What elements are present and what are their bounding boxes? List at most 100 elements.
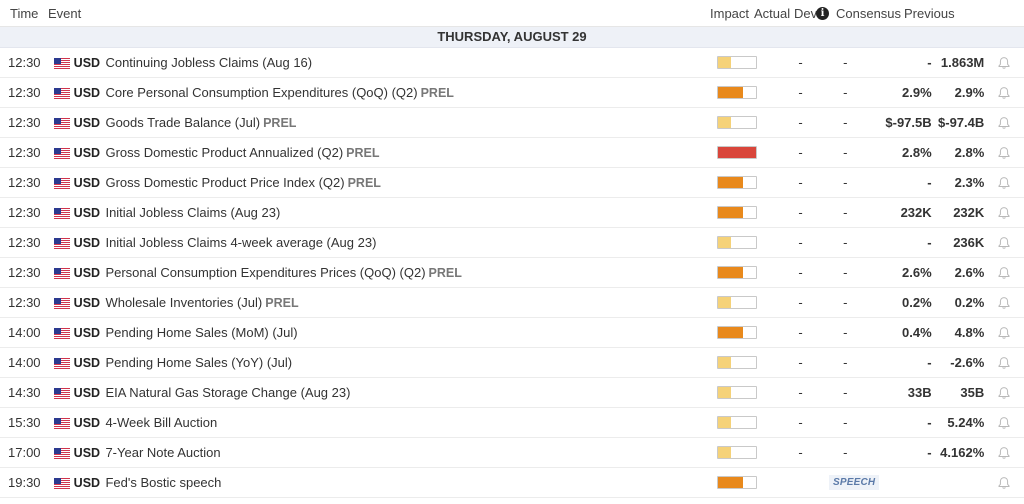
event-name[interactable]: Personal Consumption Expenditures Prices… [105, 265, 715, 280]
table-row[interactable]: 12:30 USD Continuing Jobless Claims (Aug 1… [0, 48, 1024, 78]
bell-icon[interactable] [984, 476, 1024, 490]
consensus-value: - [927, 175, 932, 190]
table-row[interactable]: 12:30 USD Initial Jobless Claims (Aug 23) -… [0, 198, 1024, 228]
table-row[interactable]: 19:30 USD Fed's Bostic speech SPEECH [0, 468, 1024, 498]
us-flag-icon [53, 117, 70, 129]
bell-icon[interactable] [984, 176, 1024, 190]
event-title[interactable]: Wholesale Inventories (Jul) [105, 295, 263, 310]
event-name[interactable]: Gross Domestic Product Price Index (Q2) P… [105, 175, 715, 190]
bell-icon[interactable] [984, 326, 1024, 340]
impact-bar-fill [718, 87, 744, 98]
bell-icon[interactable] [984, 386, 1024, 400]
event-title[interactable]: Initial Jobless Claims 4-week average (A… [105, 235, 377, 250]
table-row[interactable]: 14:00 USD Pending Home Sales (YoY) (Jul) - -… [0, 348, 1024, 378]
table-row[interactable]: 12:30 USD Gross Domestic Product Annualize… [0, 138, 1024, 168]
event-name[interactable]: Fed's Bostic speech [105, 475, 715, 490]
impact-indicator [715, 386, 781, 399]
impact-bar-fill [718, 327, 744, 338]
event-title[interactable]: Goods Trade Balance (Jul) [105, 115, 261, 130]
event-title[interactable]: Initial Jobless Claims (Aug 23) [105, 205, 281, 220]
impact-indicator [715, 146, 781, 159]
table-row[interactable]: 15:30 USD 4-Week Bill Auction - - -5.24% [0, 408, 1024, 438]
currency-code: USD [73, 55, 101, 70]
event-title[interactable]: 7-Year Note Auction [105, 445, 221, 460]
bell-icon[interactable] [984, 86, 1024, 100]
actual-value: - [798, 415, 803, 430]
event-title[interactable]: Continuing Jobless Claims (Aug 16) [105, 55, 313, 70]
deviation-value: - [843, 385, 848, 400]
table-row[interactable]: 12:30 USD Gross Domestic Product Price Ind… [0, 168, 1024, 198]
event-name[interactable]: Initial Jobless Claims 4-week average (A… [105, 235, 715, 250]
dev-info[interactable]: i [816, 6, 836, 20]
event-name[interactable]: Wholesale Inventories (Jul) PREL [105, 295, 715, 310]
impact-indicator [715, 266, 781, 279]
table-row[interactable]: 14:30 USD EIA Natural Gas Storage Change (… [0, 378, 1024, 408]
header-consensus[interactable]: Consensus [836, 5, 902, 21]
table-row[interactable]: 14:00 USD Pending Home Sales (MoM) (Jul) - -… [0, 318, 1024, 348]
event-name[interactable]: 7-Year Note Auction [105, 445, 715, 460]
event-title[interactable]: Pending Home Sales (MoM) (Jul) [105, 325, 298, 340]
impact-bar-fill [718, 387, 731, 398]
bell-icon[interactable] [984, 146, 1024, 160]
event-name[interactable]: 4-Week Bill Auction [105, 415, 715, 430]
event-title[interactable]: Fed's Bostic speech [105, 475, 222, 490]
impact-bar [717, 266, 758, 279]
us-flag-icon [53, 477, 70, 489]
impact-bar [717, 236, 758, 249]
previous-value: 2.9% [954, 85, 985, 100]
actual-value: - [798, 85, 803, 100]
table-row[interactable]: 12:30 USD Wholesale Inventories (Jul) PREL -… [0, 288, 1024, 318]
event-name[interactable]: Pending Home Sales (MoM) (Jul) [105, 325, 715, 340]
event-title[interactable]: 4-Week Bill Auction [105, 415, 218, 430]
currency-code: USD [73, 325, 101, 340]
us-flag-icon [53, 147, 70, 159]
table-row[interactable]: 17:00 USD 7-Year Note Auction - - -4.162% [0, 438, 1024, 468]
actual-value: - [798, 295, 803, 310]
table-row[interactable]: 12:30 USD Personal Consumption Expenditure… [0, 258, 1024, 288]
event-name[interactable]: Pending Home Sales (YoY) (Jul) [105, 355, 715, 370]
currency-code: USD [73, 445, 101, 460]
event-name[interactable]: Gross Domestic Product Annualized (Q2) PR… [105, 145, 715, 160]
actual-value: - [798, 145, 803, 160]
currency-code: USD [73, 85, 101, 100]
impact-bar-fill [718, 357, 731, 368]
event-title[interactable]: EIA Natural Gas Storage Change (Aug 23) [105, 385, 351, 400]
bell-icon[interactable] [984, 266, 1024, 280]
header-event[interactable]: Event [48, 5, 82, 21]
bell-icon[interactable] [984, 116, 1024, 130]
event-name[interactable]: Goods Trade Balance (Jul) PREL [105, 115, 715, 130]
event-name[interactable]: Initial Jobless Claims (Aug 23) [105, 205, 715, 220]
bell-icon[interactable] [984, 206, 1024, 220]
bell-icon[interactable] [984, 56, 1024, 70]
header-previous[interactable]: Previous [904, 5, 955, 21]
us-flag-icon [53, 177, 70, 189]
bell-icon[interactable] [984, 416, 1024, 430]
header-impact[interactable]: Impact [710, 5, 750, 21]
event-name[interactable]: EIA Natural Gas Storage Change (Aug 23) [105, 385, 715, 400]
table-row[interactable]: 12:30 USD Initial Jobless Claims 4-week av… [0, 228, 1024, 258]
header-actual[interactable]: Actual [754, 5, 791, 21]
bell-icon[interactable] [984, 446, 1024, 460]
bell-icon[interactable] [984, 356, 1024, 370]
table-row[interactable]: 12:30 USD Goods Trade Balance (Jul) PREL - - $… [0, 108, 1024, 138]
currency-code: USD [73, 355, 101, 370]
event-time: 14:00 [8, 325, 41, 340]
event-time: 17:00 [8, 445, 41, 460]
event-name[interactable]: Core Personal Consumption Expenditures (… [105, 85, 715, 100]
event-title[interactable]: Gross Domestic Product Price Index (Q2) [105, 175, 345, 190]
bell-icon[interactable] [984, 236, 1024, 250]
event-title[interactable]: Pending Home Sales (YoY) (Jul) [105, 355, 293, 370]
header-time[interactable]: Time [10, 5, 39, 21]
table-row[interactable]: 12:30 USD Core Personal Consumption Expend… [0, 78, 1024, 108]
info-icon[interactable]: i [816, 6, 829, 20]
event-title[interactable]: Core Personal Consumption Expenditures (… [105, 85, 418, 100]
event-title[interactable]: Personal Consumption Expenditures Prices… [105, 265, 426, 280]
impact-bar [717, 446, 758, 459]
event-title[interactable]: Gross Domestic Product Annualized (Q2) [105, 145, 344, 160]
actual-value: - [798, 235, 803, 250]
preliminary-tag: PREL [347, 176, 381, 190]
bell-icon[interactable] [984, 296, 1024, 310]
event-time: 12:30 [8, 235, 41, 250]
event-name[interactable]: Continuing Jobless Claims (Aug 16) [105, 55, 715, 70]
header-dev[interactable]: Dev [794, 5, 818, 21]
